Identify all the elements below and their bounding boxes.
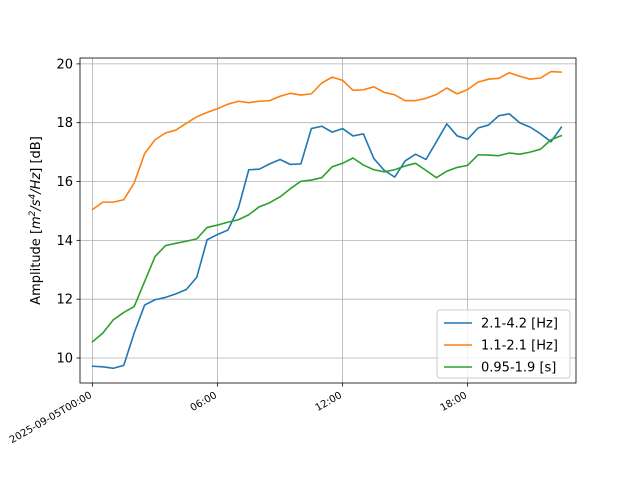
y-tick-label: 16 <box>56 175 73 190</box>
legend-label-1: 2.1-4.2 [Hz] <box>481 317 558 332</box>
series-line-3 <box>91 134 563 343</box>
series-lines <box>91 70 563 370</box>
legend-label-3: 0.95-1.9 [s] <box>481 361 556 376</box>
y-tick-label: 18 <box>56 116 73 131</box>
y-tick-label: 20 <box>56 57 73 72</box>
y-axis-label-exp2: 2 <box>28 210 38 216</box>
y-axis-label-exp4: 4 <box>28 193 38 199</box>
legend: 2.1-4.2 [Hz] 1.1-2.1 [Hz] 0.95-1.9 [s] <box>436 309 571 379</box>
y-axis-label-s: /s <box>29 199 44 211</box>
y-tick-label: 10 <box>56 352 73 367</box>
y-axis-label-hz: /Hz <box>29 172 44 195</box>
legend-label-2: 1.1-2.1 [Hz] <box>481 339 558 354</box>
y-tick-label: 12 <box>56 293 73 308</box>
grid <box>80 58 576 383</box>
legend-box <box>436 309 571 379</box>
series-line-1 <box>91 113 563 370</box>
plot-frame <box>79 57 577 384</box>
series-line-2 <box>91 70 563 211</box>
y-axis-label: Amplitude [m2/s4/Hz] [dB] <box>28 136 44 305</box>
y-axis-label-suffix: ] [dB] <box>29 136 44 173</box>
y-axis-label-m: m <box>29 216 44 229</box>
y-tick-label: 14 <box>56 234 73 249</box>
y-axis-label-prefix: Amplitude [ <box>29 229 44 305</box>
